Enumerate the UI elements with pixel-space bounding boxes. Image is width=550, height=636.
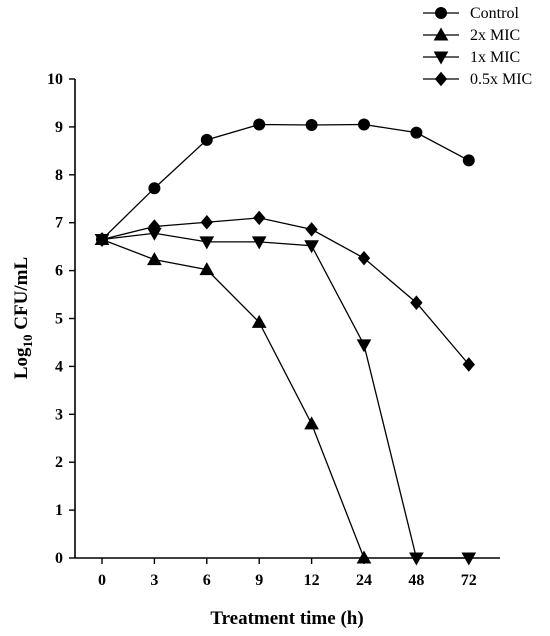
data-point bbox=[253, 210, 266, 226]
series-0-5x-mic bbox=[95, 210, 475, 372]
data-point bbox=[305, 222, 318, 237]
y-tick-label: 9 bbox=[55, 119, 63, 136]
y-axis-title-subscript: 10 bbox=[20, 334, 35, 347]
y-tick-label: 2 bbox=[55, 454, 63, 471]
y-ticks: 0 1 2 3 4 5 6 7 8 9 10 bbox=[47, 71, 75, 567]
y-axis-title: Log10 CFU/mL bbox=[11, 257, 35, 379]
y-tick-label: 4 bbox=[55, 358, 63, 375]
y-tick-label: 5 bbox=[55, 311, 63, 328]
legend-item: 2x MIC bbox=[423, 27, 520, 44]
series-line bbox=[101, 123, 470, 240]
data-point bbox=[356, 550, 372, 564]
x-ticks: 0 3 6 9 12 24 48 72 bbox=[98, 558, 477, 589]
legend-item: 0.5x MIC bbox=[423, 71, 532, 88]
x-tick-label: 12 bbox=[304, 572, 320, 589]
data-point bbox=[199, 262, 215, 276]
x-tick-label: 9 bbox=[255, 572, 263, 589]
y-axis-title-rest: CFU/mL bbox=[11, 257, 32, 335]
legend-label: 0.5x MIC bbox=[470, 71, 532, 88]
x-tick-label: 0 bbox=[98, 572, 106, 589]
x-tick-label: 6 bbox=[203, 572, 211, 589]
legend: Control 2x MIC 1x MIC 0.5x MIC bbox=[423, 5, 532, 88]
series-layer bbox=[94, 118, 477, 566]
x-tick-label: 24 bbox=[356, 572, 372, 589]
legend-label: Control bbox=[470, 5, 519, 22]
data-point bbox=[253, 118, 266, 131]
y-tick-label: 10 bbox=[47, 71, 63, 88]
data-point bbox=[410, 295, 423, 310]
y-axis-title-main: Log bbox=[11, 347, 32, 379]
y-tick-label: 1 bbox=[55, 502, 63, 519]
x-tick-label: 48 bbox=[408, 572, 424, 589]
data-point bbox=[410, 126, 423, 139]
x-tick-label: 72 bbox=[461, 572, 477, 589]
data-point bbox=[147, 252, 162, 266]
legend-marker bbox=[433, 27, 449, 41]
data-point bbox=[305, 118, 318, 131]
data-point bbox=[462, 357, 475, 372]
data-point bbox=[148, 182, 161, 195]
series-1x-mic bbox=[94, 227, 477, 566]
series-line bbox=[101, 217, 470, 365]
series-line bbox=[101, 238, 365, 559]
data-point bbox=[409, 552, 424, 566]
data-point bbox=[200, 214, 213, 230]
axes bbox=[74, 79, 500, 559]
data-point bbox=[251, 236, 267, 250]
y-tick-label: 0 bbox=[55, 550, 63, 567]
data-point bbox=[199, 236, 215, 250]
series-line bbox=[101, 232, 469, 559]
data-point bbox=[304, 240, 319, 254]
data-point bbox=[251, 314, 267, 328]
legend-item: Control bbox=[423, 5, 519, 22]
legend-item: 1x MIC bbox=[423, 49, 520, 66]
x-tick-label: 3 bbox=[150, 572, 158, 589]
data-point bbox=[358, 118, 370, 131]
data-point bbox=[148, 219, 161, 234]
data-point bbox=[304, 416, 319, 430]
legend-marker bbox=[435, 7, 447, 19]
data-point bbox=[462, 154, 475, 167]
y-tick-label: 3 bbox=[55, 406, 63, 423]
y-tick-label: 6 bbox=[55, 263, 63, 280]
data-point bbox=[95, 232, 109, 247]
series-2x-mic bbox=[94, 231, 372, 564]
data-point bbox=[356, 339, 372, 353]
data-point bbox=[461, 552, 477, 566]
legend-marker bbox=[434, 71, 448, 87]
y-tick-label: 8 bbox=[55, 167, 63, 184]
legend-label: 1x MIC bbox=[470, 49, 520, 66]
legend-marker bbox=[433, 51, 449, 65]
data-point bbox=[357, 250, 371, 266]
y-tick-label: 7 bbox=[55, 215, 63, 232]
legend-label: 2x MIC bbox=[470, 27, 520, 44]
x-axis-title: Treatment time (h) bbox=[210, 608, 363, 629]
data-point bbox=[200, 133, 213, 146]
